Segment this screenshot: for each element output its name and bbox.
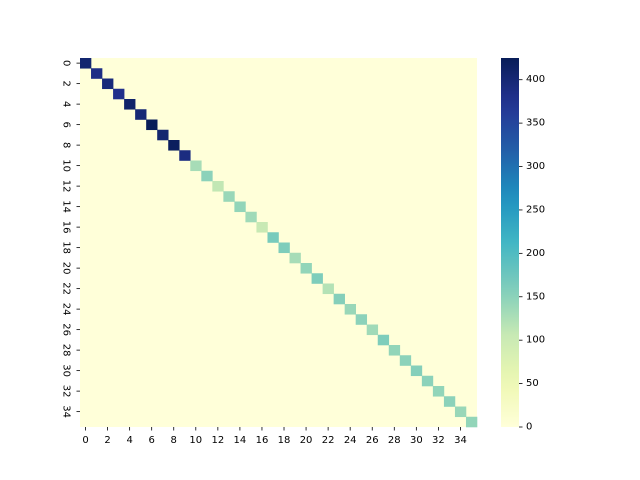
heatmap-cell bbox=[465, 416, 478, 428]
heatmap-cell bbox=[135, 109, 147, 120]
x-tick-label: 30 bbox=[410, 435, 423, 446]
heatmap-cell bbox=[157, 129, 169, 141]
x-tick-label: 22 bbox=[322, 435, 335, 446]
colorbar-gradient bbox=[501, 58, 519, 427]
x-tick-label: 12 bbox=[211, 435, 224, 446]
heatmap-cell bbox=[179, 150, 191, 161]
heatmap-cell bbox=[91, 68, 103, 79]
colorbar-tick-label: 200 bbox=[526, 248, 545, 259]
y-tick-label: 6 bbox=[61, 121, 72, 127]
heatmap-cell bbox=[201, 170, 213, 182]
y-tick-label: 34 bbox=[61, 405, 72, 418]
y-tick-label: 20 bbox=[61, 262, 72, 275]
heatmap-cell bbox=[377, 334, 390, 346]
x-tick-label: 8 bbox=[171, 435, 177, 446]
y-tick-label: 4 bbox=[61, 101, 72, 107]
y-tick-label: 14 bbox=[61, 200, 72, 213]
y-tick-label: 10 bbox=[61, 159, 72, 172]
heatmap-cell bbox=[454, 406, 467, 418]
x-tick-label: 28 bbox=[388, 435, 401, 446]
y-tick-label: 32 bbox=[61, 385, 72, 398]
y-tick-label: 26 bbox=[61, 323, 72, 336]
heatmap-cell bbox=[267, 232, 279, 243]
colorbar-tick-label: 150 bbox=[526, 291, 545, 302]
y-tick-label: 18 bbox=[61, 241, 72, 254]
heatmap-cell bbox=[300, 263, 312, 274]
x-tick-label: 18 bbox=[278, 435, 291, 446]
heatmap-cell bbox=[421, 375, 434, 387]
heatmap-cell bbox=[344, 304, 356, 315]
colorbar-tick-label: 100 bbox=[526, 335, 545, 346]
x-tick-label: 4 bbox=[126, 435, 132, 446]
y-tick-label: 16 bbox=[61, 221, 72, 234]
heatmap-cell bbox=[234, 201, 246, 213]
heatmap-cell bbox=[102, 78, 114, 90]
colorbar-tick-label: 400 bbox=[526, 74, 545, 85]
heatmap-cell bbox=[322, 283, 334, 295]
y-tick-label: 2 bbox=[61, 80, 72, 86]
heatmap-cell bbox=[256, 222, 268, 233]
heatmap-cell bbox=[366, 324, 379, 336]
x-tick-label: 6 bbox=[148, 435, 154, 446]
x-axis: 0 2 4 6 8 10 12 14 16 18 20 22 24 26 28 30 32 34 bbox=[82, 427, 467, 446]
colorbar-tick-label: 50 bbox=[526, 378, 539, 389]
heatmap-cell bbox=[355, 314, 368, 325]
x-tick-label: 16 bbox=[256, 435, 269, 446]
colorbar: 0 50 100 150 200 250 300 350 400 bbox=[501, 58, 545, 433]
y-tick-label: 8 bbox=[61, 142, 72, 148]
heatmap-cells bbox=[80, 58, 478, 428]
x-tick-label: 24 bbox=[344, 435, 357, 446]
colorbar-tick-label: 350 bbox=[526, 118, 545, 129]
heatmap-cell bbox=[399, 355, 412, 366]
heatmap-cell bbox=[333, 293, 345, 305]
heatmap-cell bbox=[212, 181, 224, 192]
x-tick-label: 0 bbox=[82, 435, 88, 446]
x-tick-label: 10 bbox=[189, 435, 202, 446]
x-tick-label: 20 bbox=[300, 435, 313, 446]
colorbar-tick-label: 250 bbox=[526, 204, 545, 215]
heatmap-cell bbox=[432, 386, 445, 397]
heatmap-cell bbox=[443, 396, 456, 407]
heatmap-cell bbox=[124, 99, 136, 110]
x-tick-label: 32 bbox=[432, 435, 445, 446]
y-tick-label: 24 bbox=[61, 303, 72, 316]
heatmap-cell bbox=[168, 140, 180, 151]
heatmap-cell bbox=[245, 211, 257, 223]
colorbar-tick-label: 300 bbox=[526, 161, 545, 172]
x-tick-label: 2 bbox=[104, 435, 110, 446]
heatmap-cell bbox=[388, 345, 401, 356]
heatmap-cell bbox=[278, 242, 290, 254]
y-tick-label: 30 bbox=[61, 364, 72, 377]
y-tick-label: 12 bbox=[61, 180, 72, 193]
heatmap-cell bbox=[80, 58, 92, 69]
y-tick-label: 0 bbox=[61, 60, 72, 66]
y-tick-label: 28 bbox=[61, 344, 72, 357]
heatmap-cell bbox=[311, 273, 323, 284]
heatmap-cell bbox=[146, 119, 158, 131]
x-tick-label: 26 bbox=[366, 435, 379, 446]
heatmap-cell bbox=[410, 365, 423, 377]
x-tick-label: 14 bbox=[234, 435, 247, 446]
heatmap-cell bbox=[190, 160, 202, 172]
x-tick-label: 34 bbox=[454, 435, 467, 446]
y-tick-label: 22 bbox=[61, 282, 72, 295]
heatmap-cell bbox=[223, 191, 235, 202]
heatmap-cell bbox=[289, 252, 301, 264]
heatmap-cell bbox=[113, 88, 125, 100]
colorbar-tick-label: 0 bbox=[526, 422, 532, 433]
